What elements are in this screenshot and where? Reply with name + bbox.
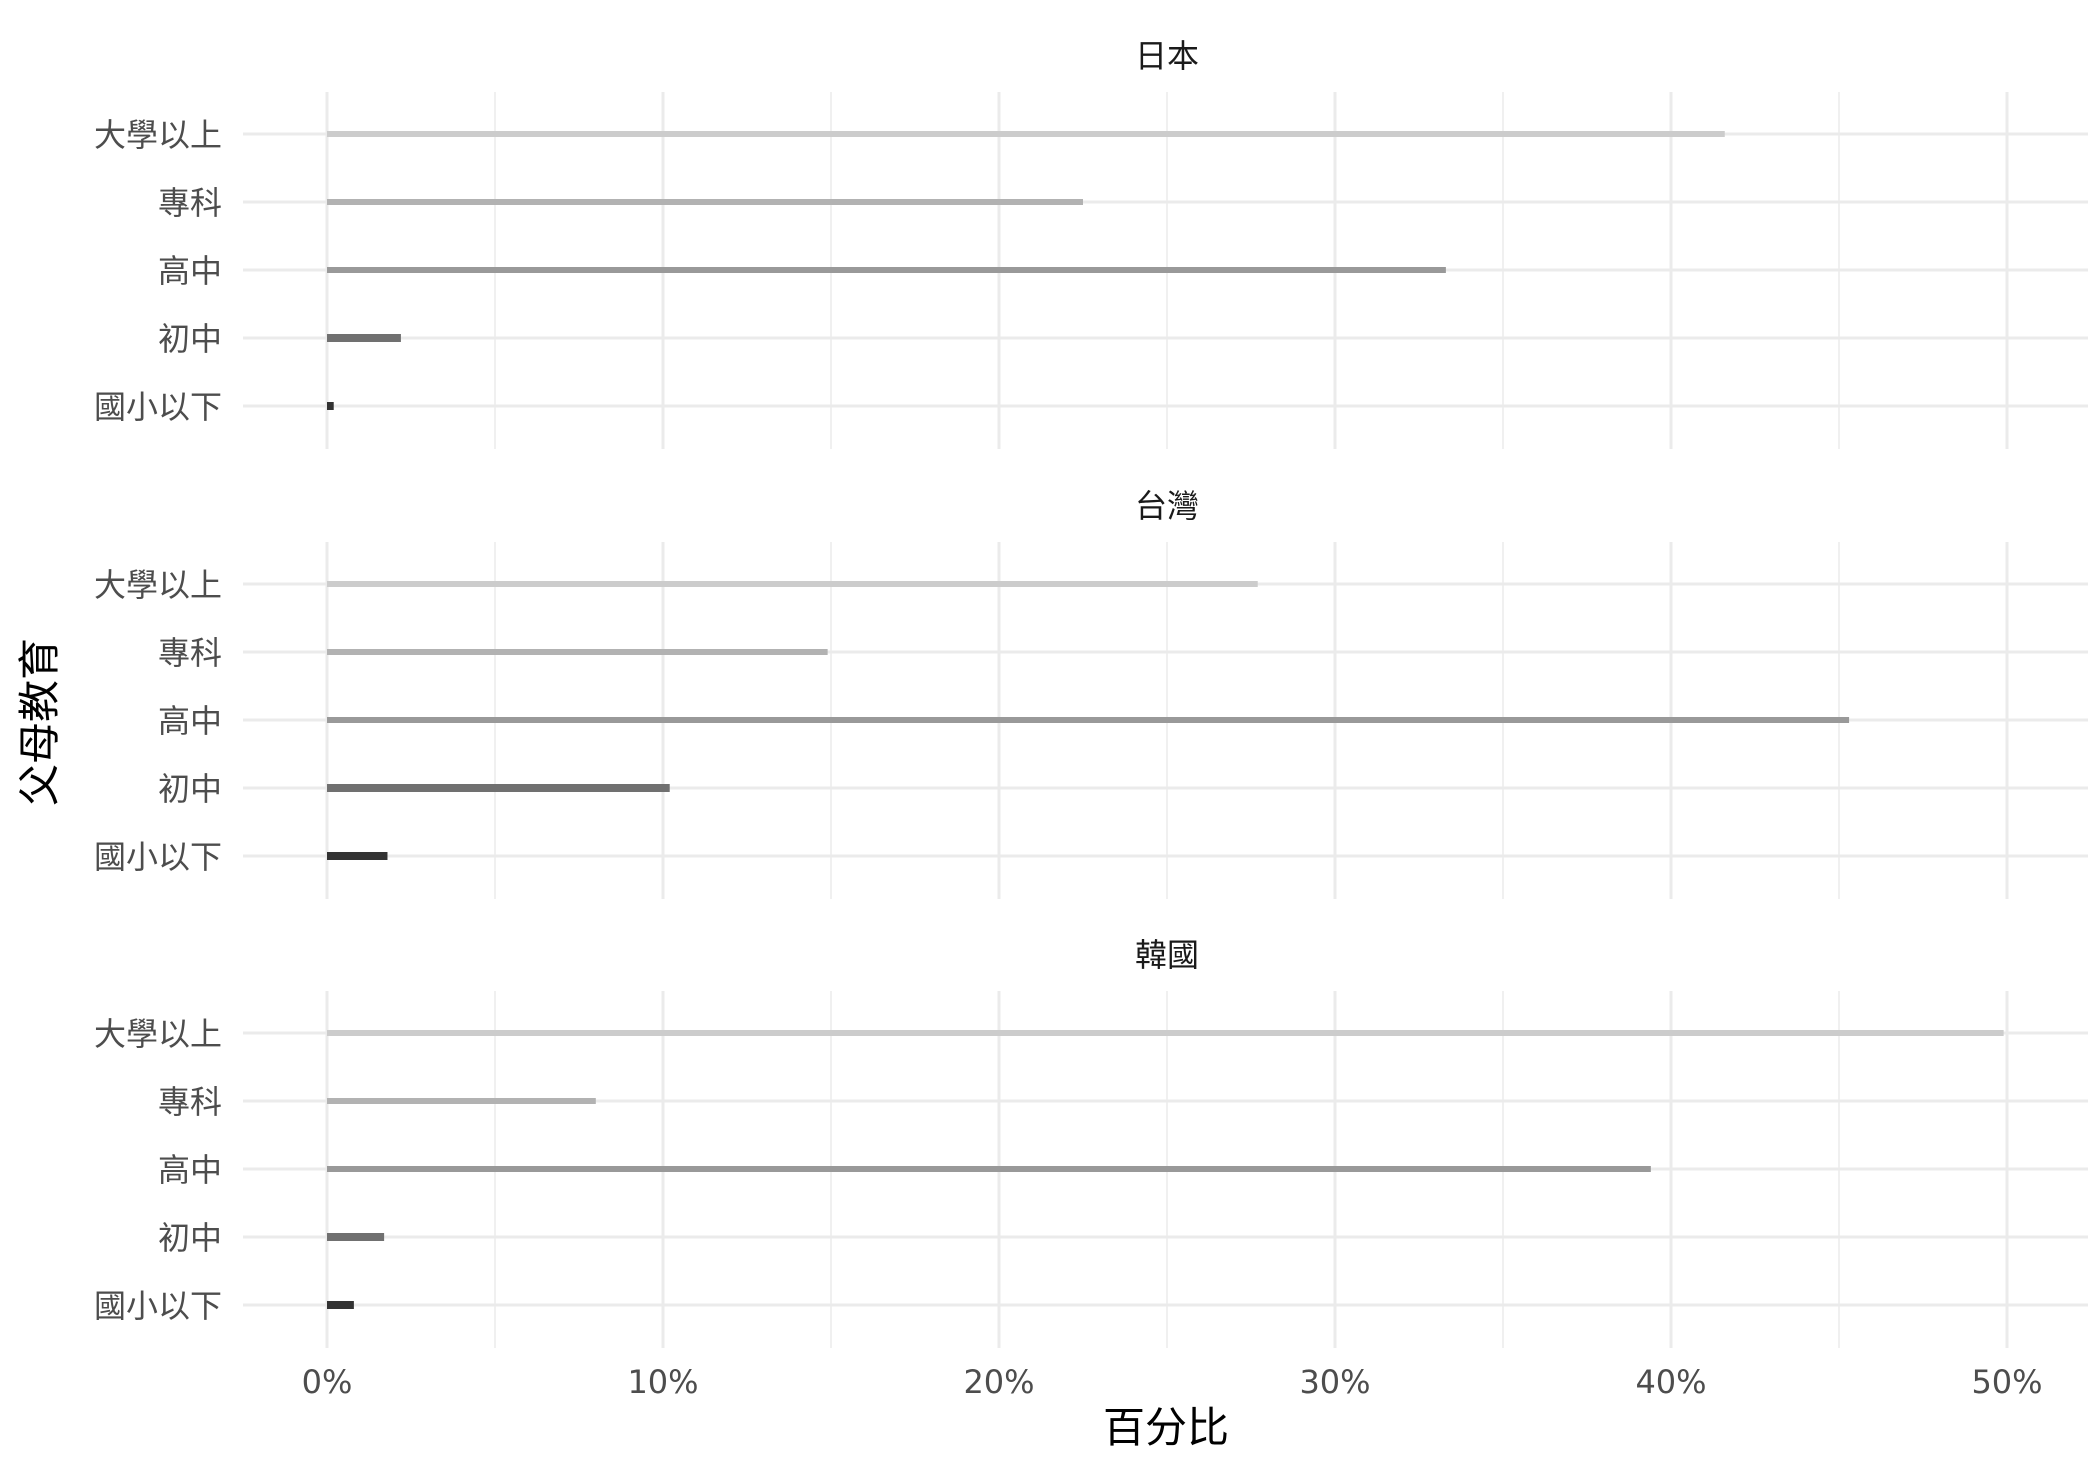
x-tick-label: 20% — [963, 1363, 1034, 1401]
bar — [327, 1098, 596, 1104]
bar — [327, 1233, 385, 1241]
y-tick-label: 大學以上 — [94, 116, 222, 154]
x-axis-title: 百分比 — [1103, 1403, 1229, 1452]
panel-title: 日本 — [1135, 37, 1199, 75]
x-tick-label: 50% — [1971, 1363, 2042, 1401]
y-tick-label: 專科 — [158, 184, 222, 222]
facet-panels: 日本大學以上專科高中初中國小以下台灣大學以上專科高中初中國小以下韓國大學以上專科… — [94, 37, 2088, 1348]
x-tick-label: 40% — [1635, 1363, 1706, 1401]
x-tick-labels: 0% 10% 20% 30% 40% 50% — [302, 1363, 2043, 1401]
y-tick-label: 高中 — [158, 252, 222, 290]
y-tick-label: 國小以下 — [94, 388, 222, 426]
bar — [327, 267, 1446, 273]
bar — [327, 717, 1850, 723]
bar — [327, 1030, 2004, 1036]
y-tick-label: 大學以上 — [94, 1015, 222, 1053]
y-tick-label: 初中 — [158, 770, 222, 808]
x-tick-label: 30% — [1299, 1363, 1370, 1401]
y-tick-label: 國小以下 — [94, 1287, 222, 1325]
bar — [327, 131, 1725, 137]
y-tick-label: 國小以下 — [94, 838, 222, 876]
y-tick-label: 高中 — [158, 702, 222, 740]
x-tick-label: 0% — [302, 1363, 353, 1401]
panel-title: 台灣 — [1135, 487, 1199, 525]
y-axis-title: 父母教育 — [15, 638, 64, 806]
y-tick-label: 專科 — [158, 1083, 222, 1121]
y-tick-label: 高中 — [158, 1151, 222, 1189]
y-tick-label: 初中 — [158, 320, 222, 358]
y-tick-label: 專科 — [158, 634, 222, 672]
bar — [327, 784, 670, 792]
bar — [327, 852, 388, 860]
bar — [327, 1166, 1651, 1172]
y-tick-label: 初中 — [158, 1219, 222, 1257]
x-tick-label: 10% — [627, 1363, 698, 1401]
bar — [327, 402, 334, 410]
y-tick-label: 大學以上 — [94, 566, 222, 604]
bar — [327, 199, 1083, 205]
bar — [327, 334, 401, 342]
bar — [327, 581, 1258, 587]
panel-title: 韓國 — [1135, 936, 1199, 974]
bar — [327, 1301, 354, 1309]
bar — [327, 649, 828, 655]
